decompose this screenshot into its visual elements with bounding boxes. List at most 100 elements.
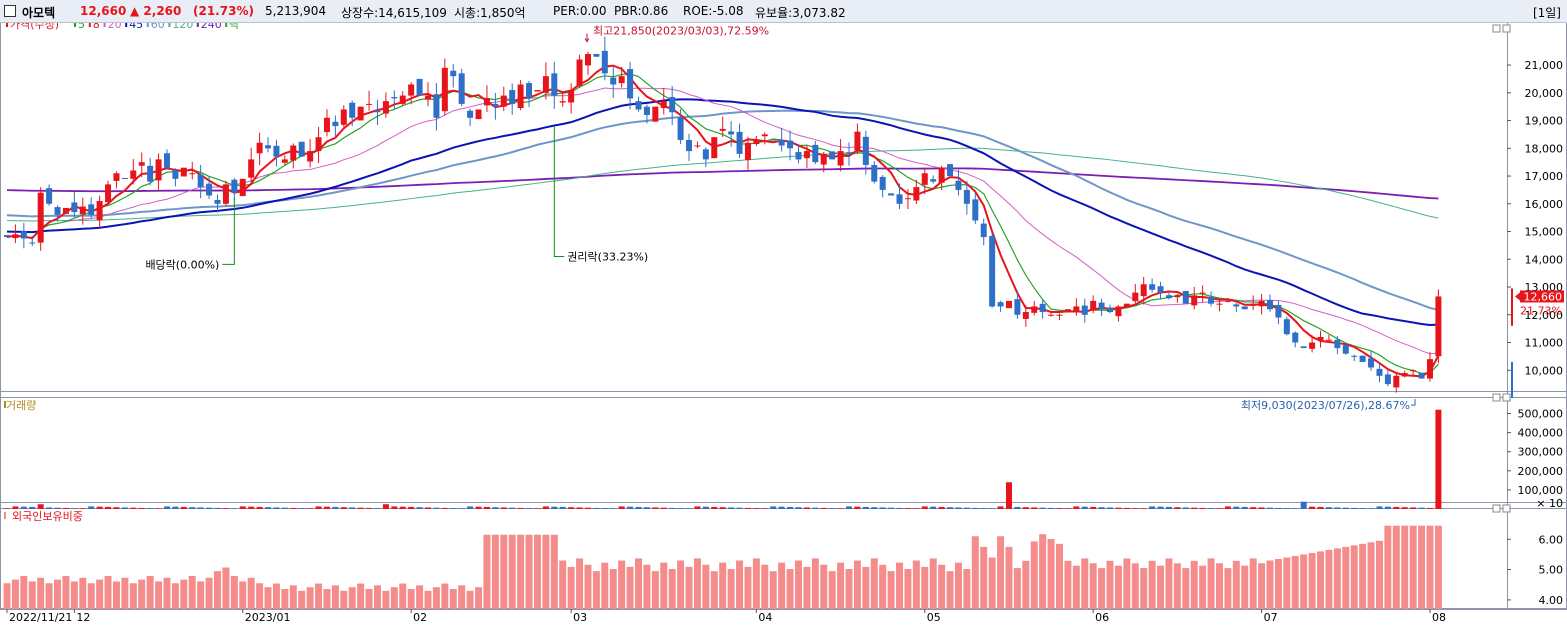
volume-bar bbox=[399, 506, 406, 509]
volume-bar bbox=[37, 504, 44, 509]
candle-body bbox=[770, 139, 777, 141]
candle-body bbox=[349, 102, 356, 118]
volume-bar bbox=[761, 508, 768, 509]
foreign-bar bbox=[357, 583, 365, 609]
foreign-bar bbox=[837, 562, 845, 609]
select-checkbox[interactable] bbox=[4, 5, 16, 17]
candle-body bbox=[938, 167, 945, 183]
volume-bar bbox=[206, 507, 213, 509]
volume-bar bbox=[1309, 506, 1316, 509]
foreign-bar bbox=[272, 583, 280, 609]
foreign-bar bbox=[1190, 560, 1198, 609]
foreign-bar bbox=[3, 583, 11, 609]
volume-bar bbox=[584, 507, 591, 509]
foreign-bar bbox=[1173, 563, 1181, 609]
volume-bar bbox=[669, 507, 676, 509]
volume-bar bbox=[1208, 508, 1215, 509]
candle-body bbox=[155, 159, 162, 181]
volume-bar bbox=[307, 508, 314, 509]
foreign-bar bbox=[1401, 525, 1409, 609]
volume-bar bbox=[172, 506, 179, 509]
candle-body bbox=[273, 145, 280, 157]
volume-bar bbox=[189, 507, 196, 509]
volume-bar bbox=[921, 506, 928, 509]
candle-body bbox=[526, 83, 533, 99]
foreign-bar bbox=[1005, 546, 1013, 609]
volume-bar bbox=[1317, 506, 1324, 509]
foreign-bar bbox=[719, 562, 727, 609]
current-price: 12,660 bbox=[80, 4, 127, 18]
volume-bar bbox=[408, 506, 415, 509]
candle-body bbox=[382, 101, 389, 114]
candle-body bbox=[1300, 346, 1307, 349]
foreign-bar bbox=[466, 590, 474, 609]
volume-bar bbox=[54, 507, 61, 509]
candle-body bbox=[265, 145, 272, 149]
foreign-bar bbox=[475, 587, 483, 609]
foreign-bar bbox=[281, 589, 289, 609]
foreign-bar bbox=[1182, 568, 1190, 609]
volume-bar bbox=[686, 508, 693, 509]
stock-name[interactable]: 아모텍 bbox=[22, 6, 56, 20]
volume-bar bbox=[357, 507, 364, 509]
candle-body bbox=[340, 109, 347, 125]
foreign-bar bbox=[449, 589, 457, 609]
roe-value: ROE:-5.08 bbox=[683, 4, 744, 18]
volume-bar bbox=[1165, 506, 1172, 509]
volume-bar bbox=[896, 507, 903, 509]
foreign-bar bbox=[500, 534, 508, 609]
foreign-bar bbox=[365, 589, 373, 609]
foreign-bar bbox=[222, 567, 230, 609]
candle-body bbox=[366, 103, 373, 105]
foreign-bar bbox=[870, 558, 878, 609]
volume-bar bbox=[155, 508, 162, 509]
price-tick-label: 20,000 bbox=[1525, 87, 1564, 100]
volume-bar bbox=[1224, 506, 1231, 509]
x-tick-label: 02 bbox=[413, 611, 427, 624]
candle-body bbox=[113, 173, 120, 181]
candle-body bbox=[1098, 302, 1105, 310]
legend-label: 20 bbox=[108, 23, 122, 31]
period-button[interactable]: [1일] bbox=[1532, 6, 1561, 20]
low-annotation: 최저9,030(2023/07/26),28.67% bbox=[1241, 399, 1410, 412]
x-tick-label: 07 bbox=[1264, 611, 1278, 624]
foreign-bar bbox=[1123, 558, 1131, 609]
candle-body bbox=[475, 109, 482, 120]
candle-body bbox=[1292, 332, 1299, 343]
foreign-bar bbox=[769, 571, 777, 609]
volume-bar bbox=[812, 507, 819, 509]
volume-bar bbox=[618, 506, 625, 509]
foreign-bar bbox=[954, 562, 962, 609]
candle-body bbox=[921, 173, 928, 185]
foreign-tick-label: 4.00 bbox=[1539, 594, 1564, 607]
volume-bar bbox=[1334, 507, 1341, 509]
volume-bar bbox=[677, 508, 684, 509]
foreign-bar bbox=[1030, 541, 1038, 609]
candle-body bbox=[1309, 342, 1316, 349]
foreign-bar bbox=[171, 583, 179, 609]
foreign-bar bbox=[997, 536, 1005, 609]
foreign-bar bbox=[853, 560, 861, 609]
foreign-bar bbox=[45, 583, 53, 609]
candle-body bbox=[1334, 339, 1341, 349]
foreign-bar bbox=[592, 571, 600, 609]
volume-bar bbox=[281, 507, 288, 509]
volume-bar bbox=[79, 508, 86, 509]
volume-bar bbox=[239, 506, 246, 509]
foreign-bar bbox=[230, 575, 238, 609]
volume-bar bbox=[736, 507, 743, 509]
candle-body bbox=[425, 95, 431, 100]
candle-body bbox=[46, 188, 53, 204]
foreign-pane-max-icon bbox=[1502, 504, 1511, 513]
volume-bar bbox=[997, 506, 1004, 509]
low-marker bbox=[1411, 399, 1416, 406]
foreign-bar bbox=[79, 577, 87, 609]
candle-body bbox=[1325, 339, 1332, 341]
candle-body bbox=[1064, 309, 1071, 312]
foreign-bar bbox=[1098, 568, 1106, 609]
volume-bar bbox=[1275, 507, 1282, 509]
volume-bar bbox=[593, 507, 600, 509]
foreign-bar bbox=[668, 569, 676, 609]
legend-marker bbox=[88, 23, 91, 27]
foreign-bar bbox=[626, 566, 634, 609]
